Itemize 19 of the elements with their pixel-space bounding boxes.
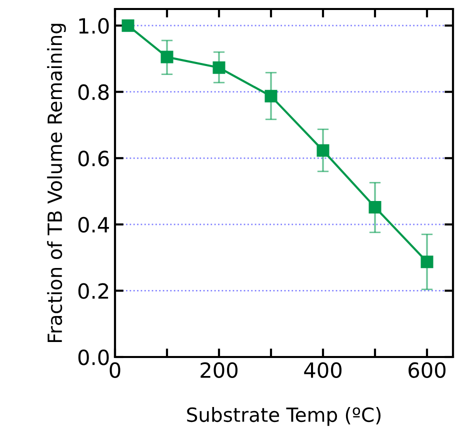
y-tick-label: 0.2 <box>78 283 108 299</box>
point <box>368 200 382 214</box>
x-tick-label: 600 <box>408 362 446 378</box>
x-axis-title: Substrate Temp (ºC) <box>187 407 381 426</box>
y-tick-label: 0.4 <box>78 216 109 233</box>
point <box>212 61 226 74</box>
x-tick-label: 0 <box>110 362 120 378</box>
y-tick-label: 1.0 <box>79 18 109 34</box>
point <box>160 50 174 64</box>
y-tick-label: 0.6 <box>78 150 109 166</box>
x-tick-label: 400 <box>304 362 342 378</box>
y-axis-title: Fraction of TB Volume Remaining <box>47 24 66 342</box>
y-tick-label: 0.8 <box>78 84 109 100</box>
point <box>316 144 330 157</box>
point <box>420 256 434 268</box>
y-tick-label: 0.0 <box>78 349 109 366</box>
x-tick-label: 200 <box>200 362 238 378</box>
point <box>122 19 134 32</box>
point <box>264 90 278 102</box>
